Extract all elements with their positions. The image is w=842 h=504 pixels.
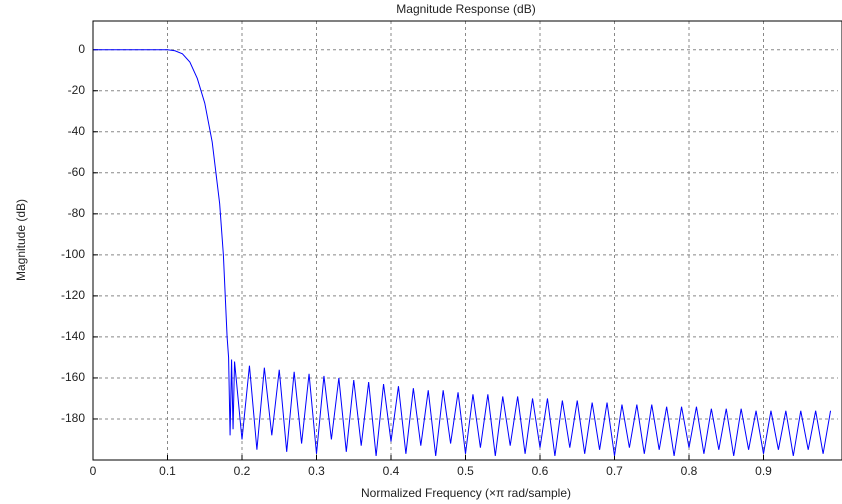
y-tick-label: -80: [68, 206, 86, 220]
y-axis-label: Magnitude (dB): [14, 199, 28, 281]
y-tick-label: 0: [78, 42, 85, 56]
x-axis-label: Normalized Frequency (×π rad/sample): [361, 486, 571, 500]
x-tick-label: 0.1: [159, 464, 176, 478]
x-tick-label: 0: [90, 464, 97, 478]
response-line: [93, 49, 832, 456]
y-tick-label: -140: [61, 329, 85, 343]
y-tick-label: -180: [61, 411, 85, 425]
x-tick-label: 0.2: [234, 464, 251, 478]
y-tick-label: -40: [68, 124, 86, 138]
x-tick-label: 0.8: [681, 464, 698, 478]
y-tick-label: -120: [61, 288, 85, 302]
x-tick-label: 0.5: [457, 464, 474, 478]
x-tick-label: 0.6: [532, 464, 549, 478]
x-tick-label: 0.3: [308, 464, 325, 478]
y-tick-label: -100: [61, 247, 85, 261]
chart-title: Magnitude Response (dB): [396, 2, 535, 16]
y-tick-label: -60: [68, 165, 86, 179]
plot-frame: [92, 20, 842, 461]
x-tick-label: 0.7: [606, 464, 623, 478]
x-tick-label: 0.4: [383, 464, 400, 478]
x-tick-label: 0.9: [755, 464, 772, 478]
y-tick-label: -20: [68, 83, 86, 97]
y-tick-label: -160: [61, 370, 85, 384]
